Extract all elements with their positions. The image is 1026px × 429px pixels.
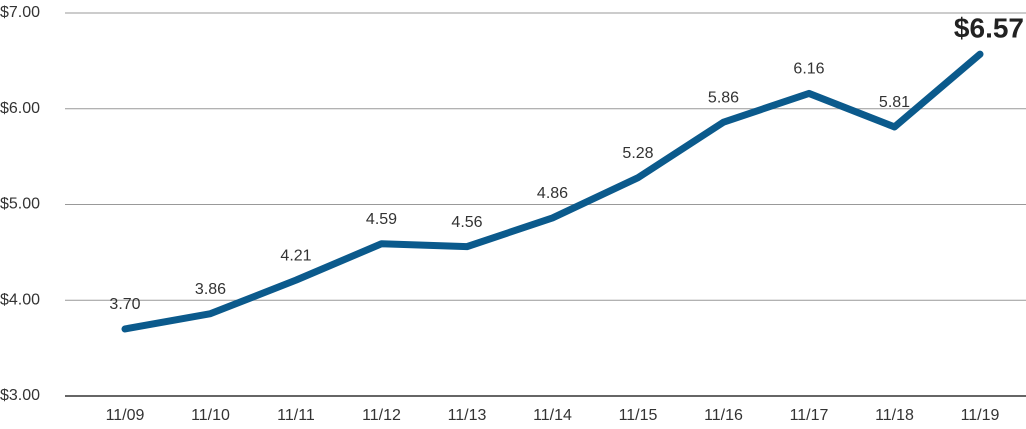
data-label: 6.16 [793, 61, 824, 78]
x-tick-label: 11/13 [448, 407, 487, 424]
y-tick-label: $7.00 [0, 4, 40, 21]
x-tick-label: 11/12 [362, 407, 401, 424]
y-tick-label: $5.00 [0, 196, 40, 213]
data-label: 5.28 [622, 145, 653, 162]
y-tick-label: $4.00 [0, 291, 40, 308]
data-label: 5.81 [879, 94, 910, 111]
y-tick-label: $3.00 [0, 387, 40, 404]
x-tick-label: 11/15 [619, 407, 658, 424]
data-label: 3.86 [195, 281, 226, 298]
x-tick-label: 11/18 [875, 407, 914, 424]
x-tick-label: 11/09 [106, 407, 145, 424]
y-tick-label: $6.00 [0, 100, 40, 117]
data-label: 4.86 [537, 185, 568, 202]
data-label: 4.59 [366, 211, 397, 228]
x-tick-label: 11/16 [704, 407, 743, 424]
x-tick-label: 11/11 [277, 407, 315, 424]
data-label: $6.57 [954, 12, 1024, 43]
data-label: 4.21 [280, 247, 311, 264]
data-label: 5.86 [708, 89, 739, 106]
x-tick-label: 11/19 [961, 407, 1000, 424]
data-label: 4.56 [451, 214, 482, 231]
x-tick-label: 11/14 [533, 407, 572, 424]
x-tick-label: 11/17 [790, 407, 829, 424]
x-tick-label: 11/10 [191, 407, 230, 424]
line [121, 50, 984, 333]
data-label: 3.70 [109, 296, 140, 313]
